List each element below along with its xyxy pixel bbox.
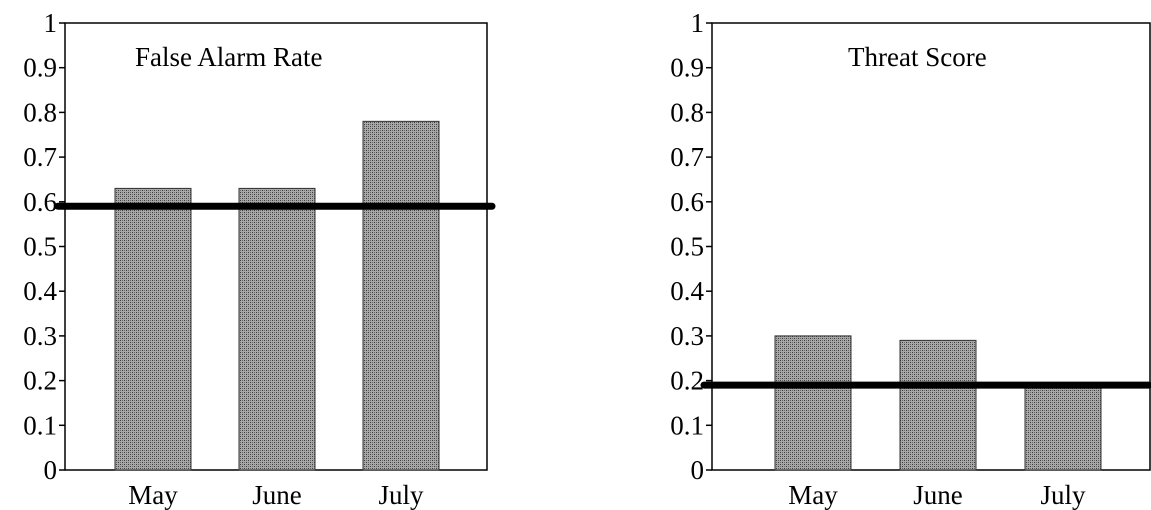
chart-title: False Alarm Rate	[135, 42, 322, 72]
y-tick-label: 0	[691, 455, 705, 485]
bar-may	[774, 335, 852, 471]
x-tick-label: June	[913, 480, 963, 510]
y-tick-label: 0.9	[670, 53, 704, 83]
y-tick-label: 0.2	[670, 366, 704, 396]
y-axis: 0 0.1 0.2 0.3 0.4 0.5 0.6 0.7 0.8 0.9 1	[23, 8, 65, 485]
y-tick-label: 0.3	[23, 321, 57, 351]
x-tick-label: July	[1040, 480, 1086, 510]
y-tick-label: 0.2	[23, 366, 57, 396]
chart-title: Threat Score	[848, 42, 987, 72]
y-axis: 0 0.1 0.2 0.3 0.4 0.5 0.6 0.7 0.8 0.9 1	[670, 8, 712, 485]
x-tick-label: June	[252, 480, 302, 510]
x-axis: May June July	[788, 480, 1086, 510]
y-tick-label: 0.1	[23, 410, 57, 440]
bar-group	[774, 335, 1102, 471]
y-tick-label: 0.5	[670, 232, 704, 262]
x-tick-label: May	[128, 480, 178, 510]
x-axis: May June July	[128, 480, 424, 510]
y-tick-label: 0.6	[670, 187, 704, 217]
bar-june	[238, 187, 316, 471]
y-tick-label: 0.1	[670, 410, 704, 440]
x-tick-label: July	[378, 480, 424, 510]
bar-june	[899, 339, 977, 471]
bar-july	[362, 120, 440, 471]
y-tick-label: 1	[691, 8, 705, 38]
y-tick-label: 0.8	[670, 97, 704, 127]
panel-threat-score: Threat Score 0 0.1 0.2 0.3 0.4 0.5 0.6 0.7 0.8 0.…	[670, 8, 1151, 510]
y-tick-label: 0.5	[23, 232, 57, 262]
y-tick-label: 0.6	[23, 187, 57, 217]
y-tick-label: 0.8	[23, 97, 57, 127]
bar-july	[1024, 384, 1102, 471]
y-tick-label: 0	[44, 455, 58, 485]
y-tick-label: 1	[44, 8, 58, 38]
bar-group	[114, 120, 440, 471]
y-tick-label: 0.4	[670, 276, 704, 306]
bar-may	[114, 187, 192, 471]
y-tick-label: 0.9	[23, 53, 57, 83]
y-tick-label: 0.4	[23, 276, 57, 306]
x-tick-label: May	[788, 480, 838, 510]
panel-false-alarm-rate: False Alarm Rate 00.10.20.30.40.50.60.70…	[23, 8, 496, 510]
y-tick-label: 0.3	[670, 321, 704, 351]
y-tick-label: 0.7	[23, 142, 57, 172]
y-tick-label: 0.7	[670, 142, 704, 172]
